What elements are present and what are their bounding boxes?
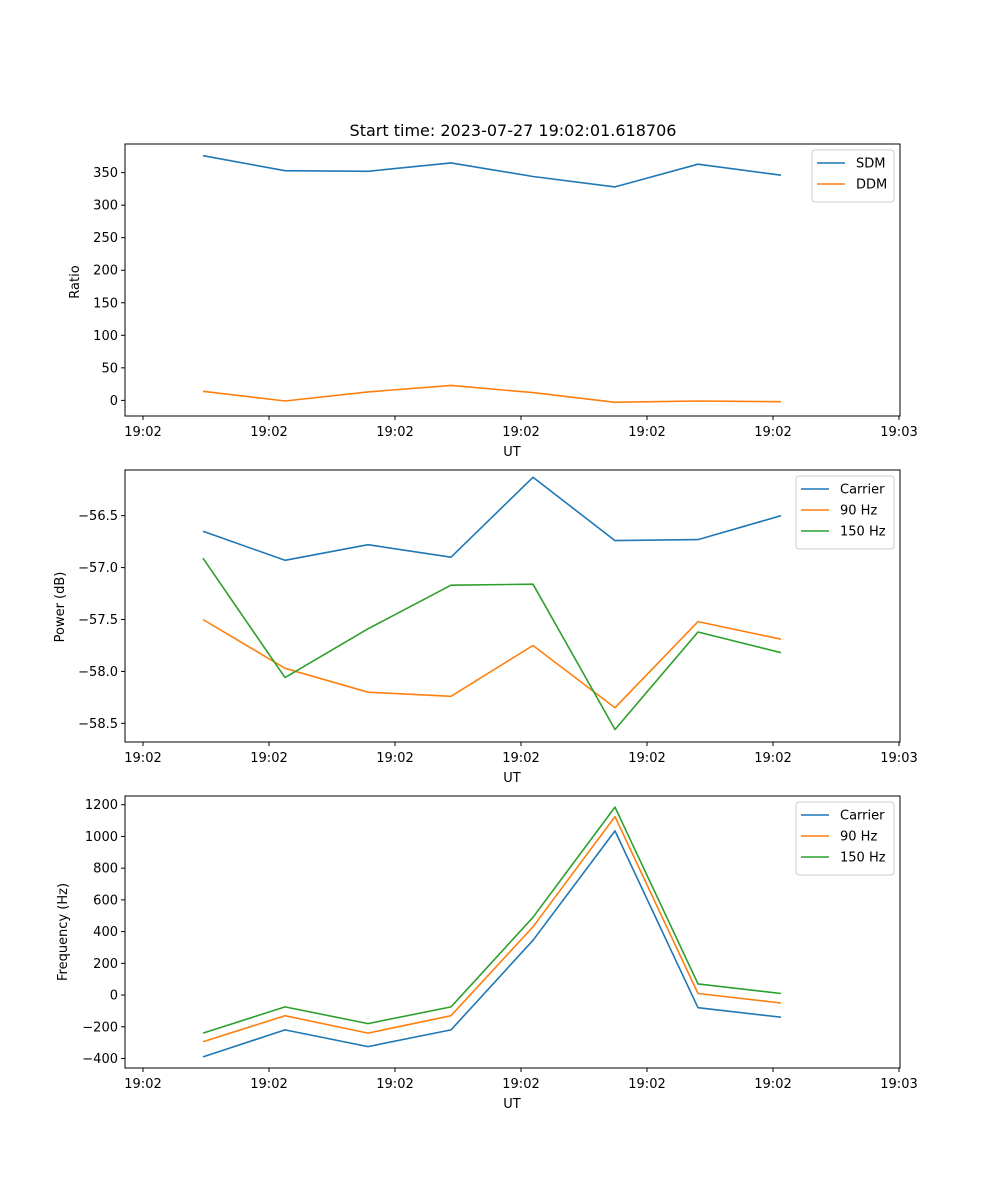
x-axis-label: UT bbox=[503, 771, 521, 786]
y-axis-label: Frequency (Hz) bbox=[56, 883, 71, 981]
x-tick-label: 19:02 bbox=[376, 425, 413, 440]
y-tick-label: −58.0 bbox=[78, 665, 118, 680]
x-tick-label: 19:03 bbox=[880, 425, 917, 440]
x-tick-label: 19:03 bbox=[880, 751, 917, 766]
y-tick-label: 0 bbox=[110, 394, 118, 409]
plot-area-frame bbox=[124, 143, 901, 417]
y-tick-label: −200 bbox=[82, 1020, 118, 1035]
y-tick-label: 800 bbox=[93, 862, 118, 877]
x-axis-label: UT bbox=[503, 1097, 521, 1112]
series-line-90-hz bbox=[202, 618, 782, 709]
power-panel: UT Power (dB) 19:02 19:02 19:02 19:02 19:02 1… bbox=[53, 469, 918, 786]
series-line-ddm bbox=[202, 384, 782, 404]
y-tick-label: −56.5 bbox=[78, 509, 118, 524]
plot-area-frame bbox=[124, 469, 901, 743]
y-tick-label: −58.5 bbox=[78, 717, 118, 732]
y-tick-label: −57.0 bbox=[78, 561, 118, 576]
series-line-carrier bbox=[202, 476, 782, 562]
x-tick-label: 19:02 bbox=[502, 1077, 539, 1092]
y-axis-label: Power (dB) bbox=[53, 572, 68, 643]
legend-label: 90 Hz bbox=[840, 830, 877, 845]
series-line-carrier bbox=[202, 830, 782, 1058]
y-tick-label: 200 bbox=[93, 957, 118, 972]
x-tick-label: 19:02 bbox=[376, 1077, 413, 1092]
y-tick-label: 100 bbox=[93, 329, 118, 344]
legend-label: 90 Hz bbox=[840, 504, 877, 519]
chart-title: Start time: 2023-07-27 19:02:01.618706 bbox=[350, 121, 677, 140]
x-tick-label: 19:02 bbox=[502, 751, 539, 766]
y-tick-label: 1000 bbox=[85, 830, 118, 845]
y-tick-label: 300 bbox=[93, 199, 118, 214]
x-tick-label: 19:02 bbox=[754, 1077, 791, 1092]
legend-label: 150 Hz bbox=[840, 525, 886, 540]
series-line-90-hz bbox=[202, 815, 782, 1043]
x-tick-label: 19:02 bbox=[124, 751, 161, 766]
x-tick-label: 19:02 bbox=[754, 425, 791, 440]
x-tick-label: 19:02 bbox=[250, 751, 287, 766]
y-tick-label: 150 bbox=[93, 296, 118, 311]
frequency-panel: UT Frequency (Hz) 19:02 19:02 19:02 19:02 19… bbox=[56, 795, 918, 1112]
series-line-150-hz bbox=[202, 557, 782, 731]
ratio-panel: Start time: 2023-07-27 19:02:01.618706 U… bbox=[68, 121, 918, 460]
legend-label: SDM bbox=[856, 157, 885, 172]
y-tick-label: 50 bbox=[101, 361, 118, 376]
y-tick-label: 350 bbox=[93, 166, 118, 181]
y-axis-label: Ratio bbox=[68, 265, 83, 298]
legend-label: DDM bbox=[856, 178, 887, 193]
x-tick-label: 19:02 bbox=[628, 1077, 665, 1092]
legend-label: 150 Hz bbox=[840, 851, 886, 866]
y-tick-label: 200 bbox=[93, 264, 118, 279]
x-tick-label: 19:02 bbox=[754, 751, 791, 766]
x-tick-label: 19:02 bbox=[124, 425, 161, 440]
x-tick-label: 19:02 bbox=[250, 1077, 287, 1092]
x-tick-label: 19:02 bbox=[376, 751, 413, 766]
y-tick-label: 250 bbox=[93, 231, 118, 246]
series-line-150-hz bbox=[202, 806, 782, 1034]
x-tick-label: 19:03 bbox=[880, 1077, 917, 1092]
y-tick-label: −400 bbox=[82, 1052, 118, 1067]
x-tick-label: 19:02 bbox=[124, 1077, 161, 1092]
legend-label: Carrier bbox=[840, 483, 885, 498]
series-line-sdm bbox=[202, 154, 782, 188]
legend-label: Carrier bbox=[840, 809, 885, 824]
x-axis-label: UT bbox=[503, 445, 521, 460]
y-tick-label: 0 bbox=[110, 989, 118, 1004]
y-tick-label: 400 bbox=[93, 925, 118, 940]
x-tick-label: 19:02 bbox=[628, 425, 665, 440]
x-tick-label: 19:02 bbox=[502, 425, 539, 440]
y-tick-label: −57.5 bbox=[78, 613, 118, 628]
x-tick-label: 19:02 bbox=[250, 425, 287, 440]
y-tick-label: 1200 bbox=[85, 798, 118, 813]
y-tick-label: 600 bbox=[93, 893, 118, 908]
x-tick-label: 19:02 bbox=[628, 751, 665, 766]
